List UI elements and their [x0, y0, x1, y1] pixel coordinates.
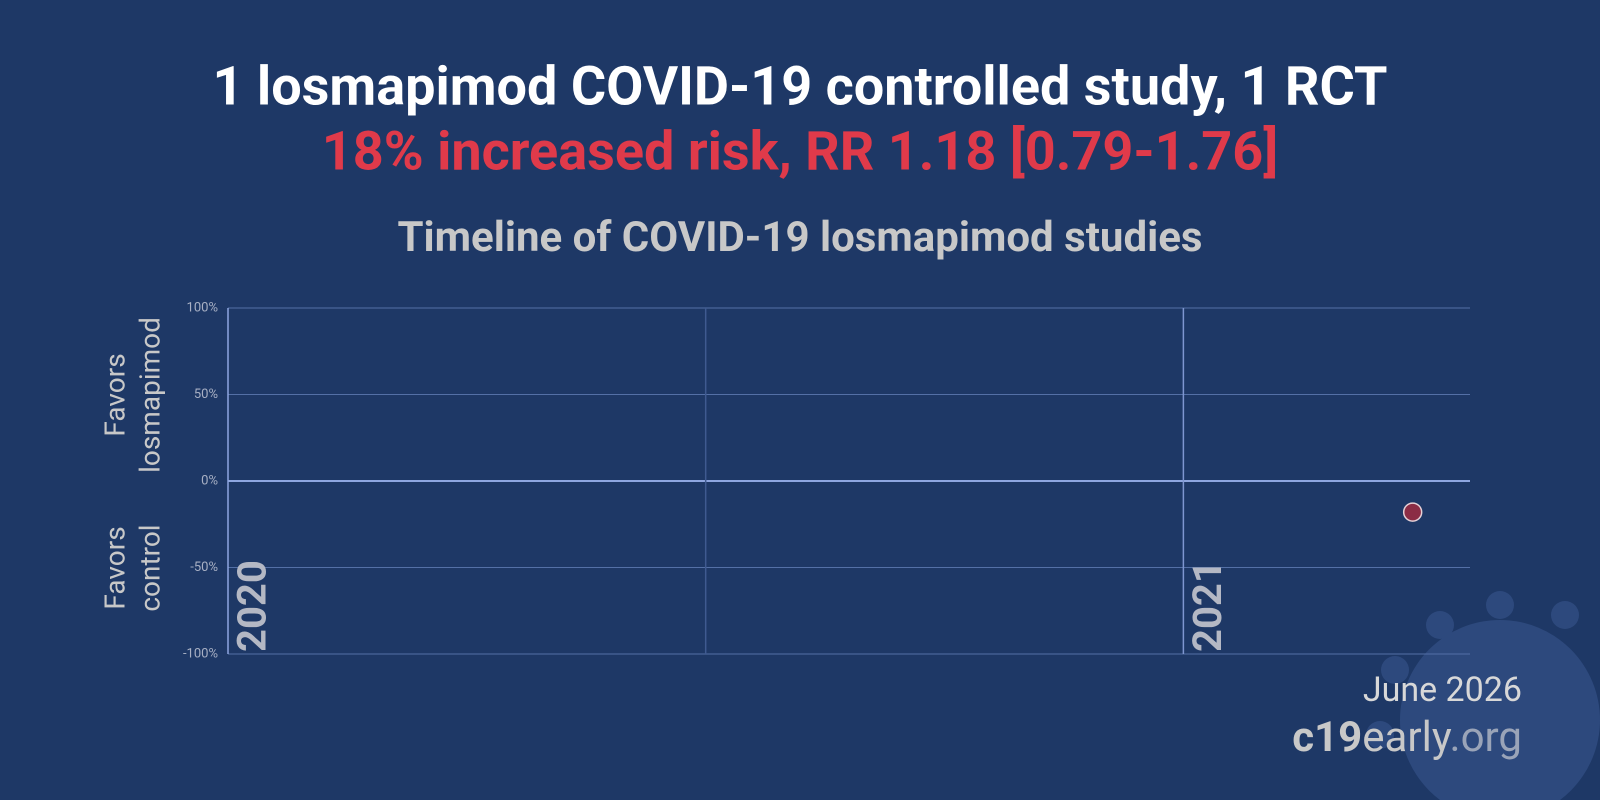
y-tick-label: 0%: [201, 473, 218, 488]
y-tick-label: 100%: [187, 300, 218, 315]
title: 1 losmapimod COVID-19 controlled study, …: [213, 55, 1388, 118]
lower-label-line: Favors: [98, 526, 131, 609]
site-part: .org: [1450, 713, 1522, 762]
y-tick-label: -50%: [190, 560, 218, 575]
virus-decoration: [1366, 591, 1600, 800]
subtitle: 18% increased risk, RR 1.18 [0.79-1.76]: [322, 120, 1278, 183]
site-part: c19: [1292, 713, 1362, 762]
upper-label: Favors losmapimod: [98, 317, 166, 473]
upper-label-line: losmapimod: [133, 317, 166, 473]
upper-label-line: Favors: [98, 353, 131, 436]
site-part: early: [1362, 713, 1452, 762]
y-tick-label: -100%: [183, 646, 218, 661]
site: c19early.org: [1292, 713, 1522, 762]
x-tick-label: 2020: [229, 560, 276, 652]
y-tick-label: 50%: [194, 387, 218, 402]
x-tick-label: 2021: [1184, 560, 1231, 652]
point: [1402, 502, 1423, 522]
lower-label: Favors control: [98, 524, 166, 611]
lower-label-line: control: [133, 524, 166, 611]
date: June 2026: [1363, 670, 1522, 710]
chart-title: Timeline of COVID-19 losmapimod studies: [398, 213, 1203, 262]
